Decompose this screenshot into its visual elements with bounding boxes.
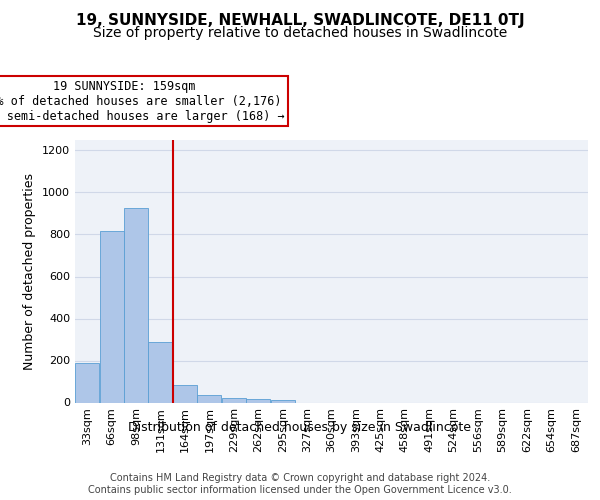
Text: 19 SUNNYSIDE: 159sqm
← 93% of detached houses are smaller (2,176)
7% of semi-det: 19 SUNNYSIDE: 159sqm ← 93% of detached h… (0, 80, 285, 122)
Bar (173, 384, 197, 402)
Bar (75, 362, 100, 403)
Text: Contains HM Land Registry data © Crown copyright and database right 2024.
Contai: Contains HM Land Registry data © Crown c… (88, 474, 512, 495)
Bar (197, 394, 221, 402)
Text: 19, SUNNYSIDE, NEWHALL, SWADLINCOTE, DE11 0TJ: 19, SUNNYSIDE, NEWHALL, SWADLINCOTE, DE1… (76, 12, 524, 28)
Text: Distribution of detached houses by size in Swadlincote: Distribution of detached houses by size … (128, 421, 472, 434)
Text: Size of property relative to detached houses in Swadlincote: Size of property relative to detached ho… (93, 26, 507, 40)
Bar (124, 208, 148, 402)
Bar (221, 398, 246, 402)
Bar (271, 400, 295, 402)
Bar (246, 400, 271, 402)
Bar (100, 232, 124, 402)
Y-axis label: Number of detached properties: Number of detached properties (23, 173, 37, 370)
Bar (148, 342, 173, 402)
